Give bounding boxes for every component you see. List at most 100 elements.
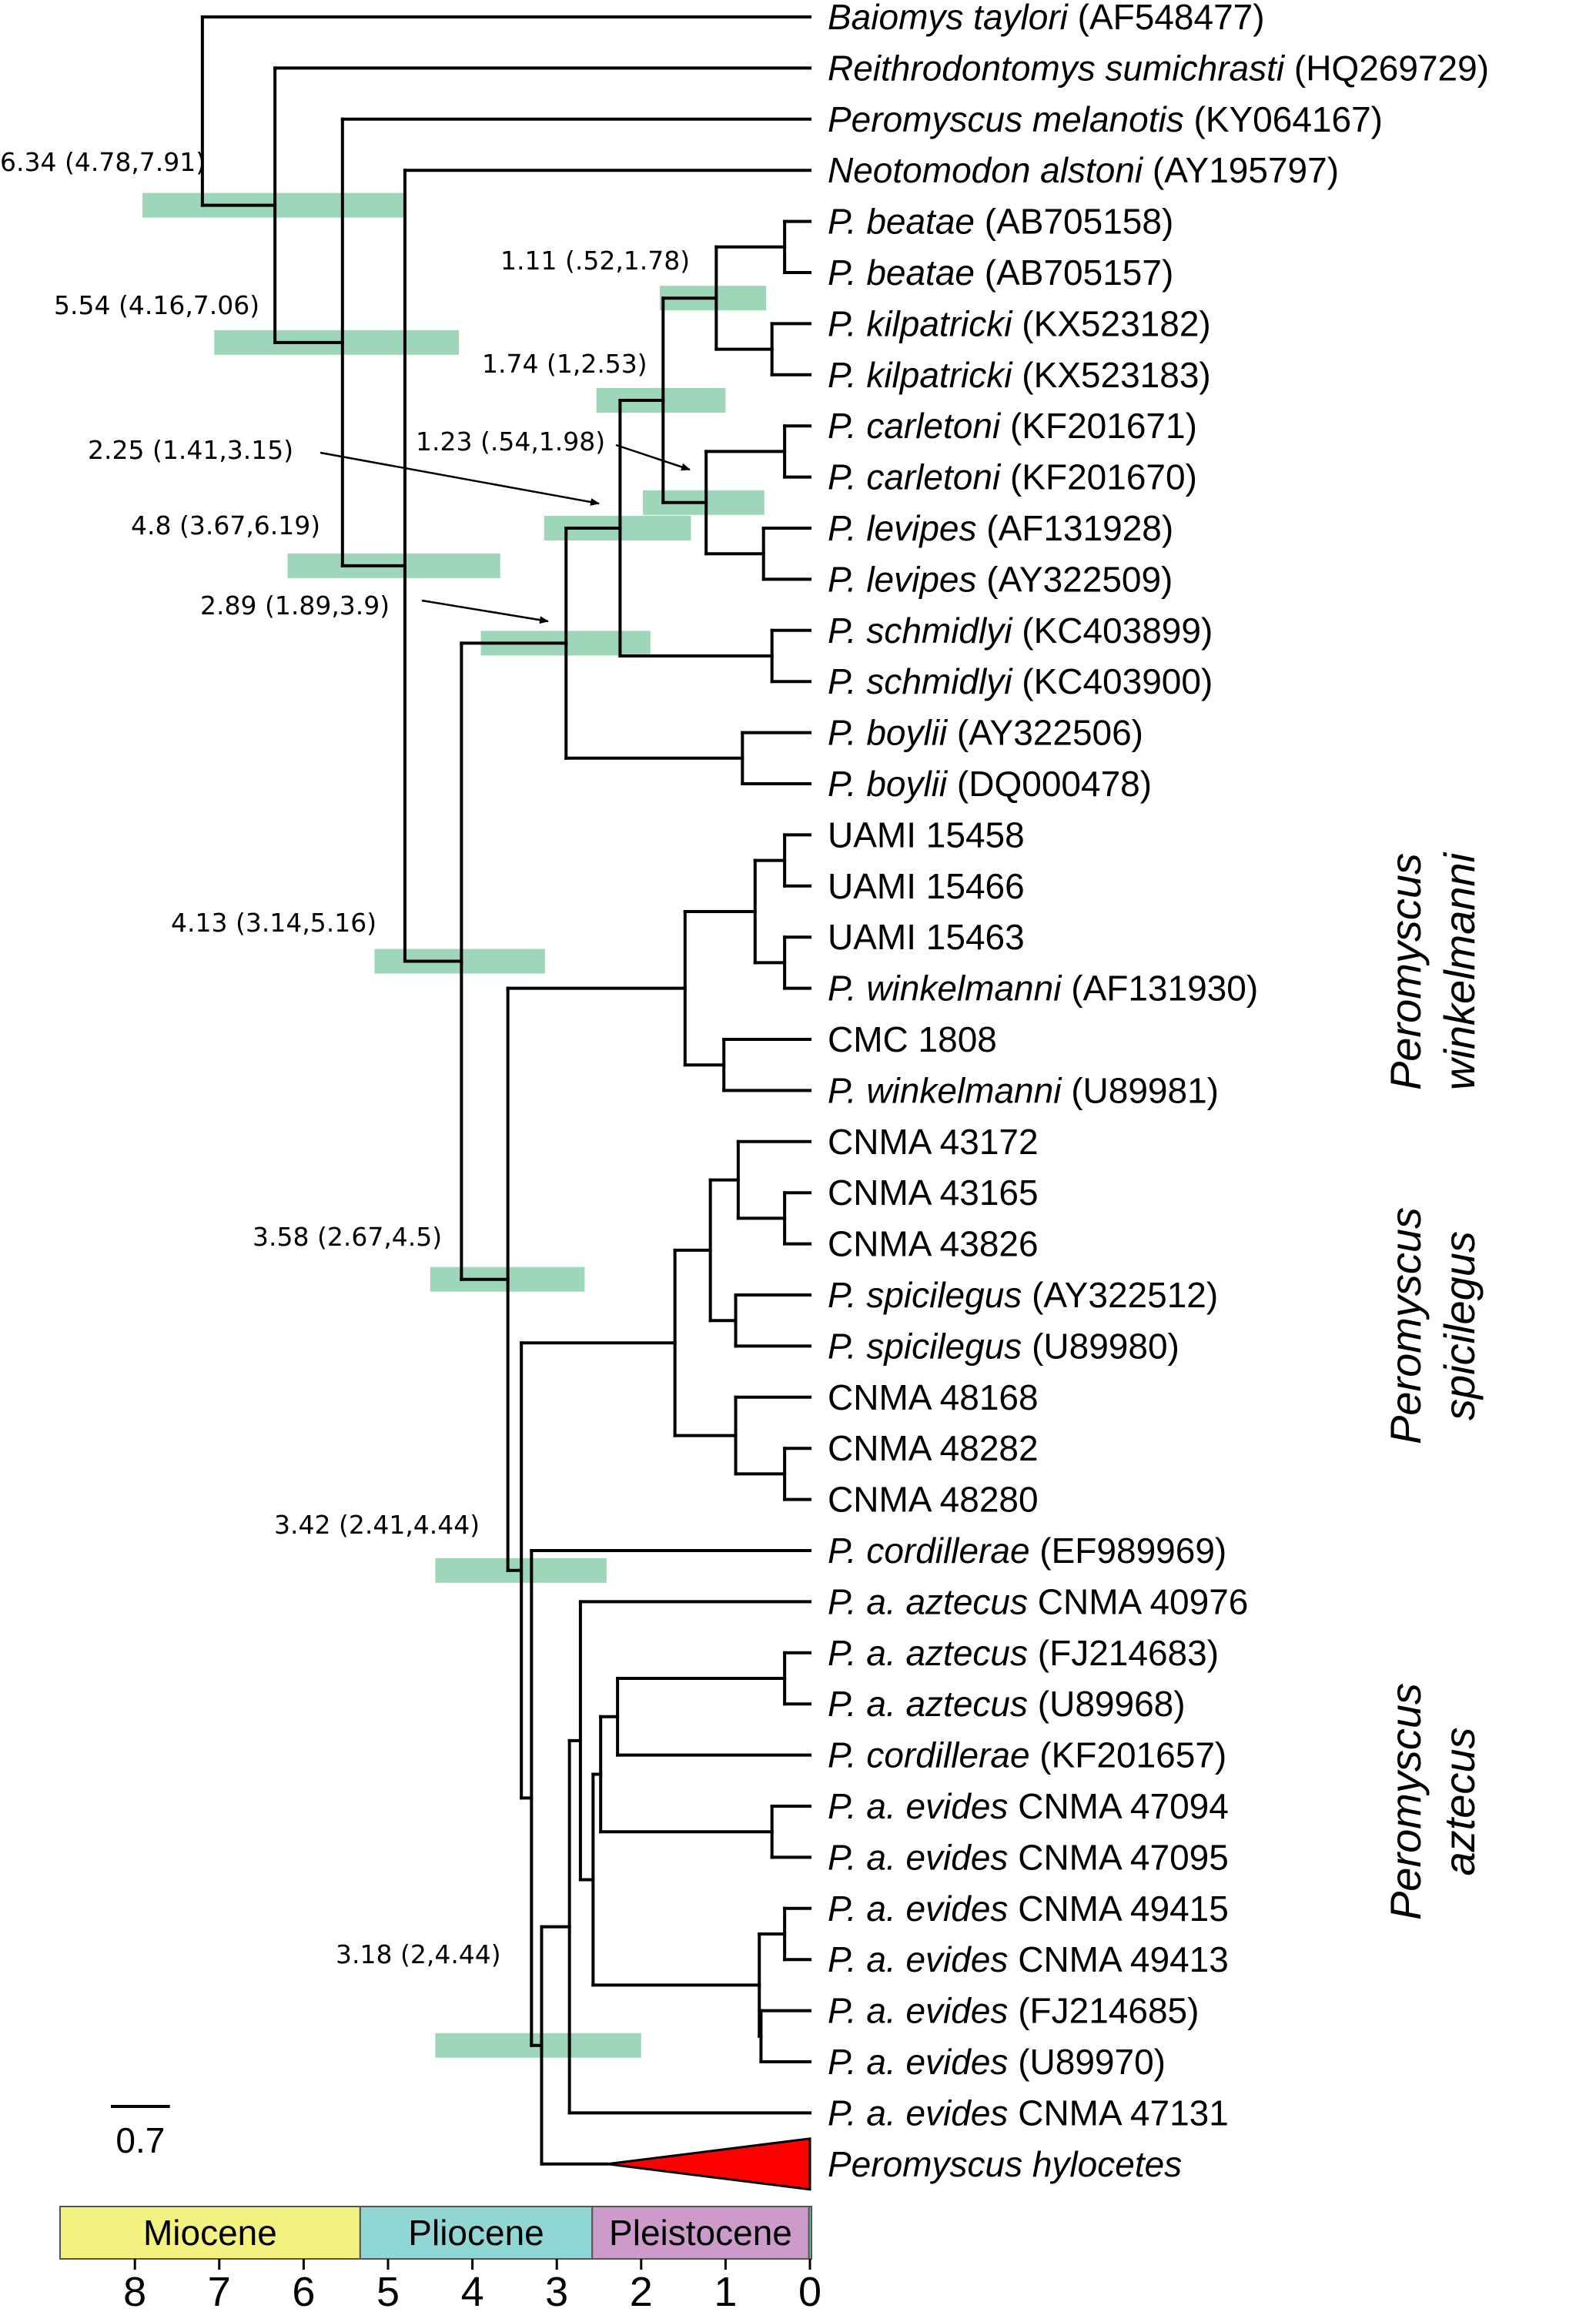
tip-label: P. schmidlyi (KC403900) <box>828 661 1213 701</box>
tip-label: UAMI 15458 <box>828 815 1025 855</box>
tip-taxon-name: P. boylii <box>828 764 949 804</box>
tip-label: P. carletoni (KF201670) <box>828 457 1197 497</box>
tip-accession: (FJ214683) <box>1028 1633 1219 1673</box>
tip-taxon-name: P. a. aztecus <box>828 1684 1028 1724</box>
tip-taxon-name: P. a. aztecus <box>828 1581 1028 1621</box>
epoch-label: Pleistocene <box>609 2213 792 2253</box>
tip-label: P. boylii (AY322506) <box>828 713 1143 753</box>
tip-label: Neotomodon alstoni (AY195797) <box>828 150 1339 190</box>
tip-taxon-name: P. a. evides <box>828 1991 1008 2031</box>
tip-accession: (KY064167) <box>1184 99 1383 139</box>
node-age-label: 4.8 (3.67,6.19) <box>131 510 320 540</box>
tip-accession: CNMA 48282 <box>828 1428 1039 1468</box>
tip-label: P. a. aztecus CNMA 40976 <box>828 1581 1248 1621</box>
tip-accession: (AF131928) <box>977 508 1174 548</box>
tip-taxon-name: Neotomodon alstoni <box>828 150 1144 190</box>
collapsed-clade-group <box>607 2137 811 2191</box>
tip-accession: (AF131930) <box>1061 969 1258 1009</box>
tip-accession: (KC403900) <box>1012 661 1213 701</box>
tip-accession: (AY322512) <box>1022 1275 1218 1315</box>
tip-label: P. beatae (AB705157) <box>828 253 1173 293</box>
time-axis-tick-label: 0 <box>798 2269 821 2312</box>
tip-label: P. schmidlyi (KC403899) <box>828 611 1213 651</box>
tip-accession: (EF989969) <box>1030 1531 1227 1571</box>
tip-taxon-name: P. schmidlyi <box>828 611 1013 651</box>
epoch-bar <box>591 2206 810 2260</box>
label-arrow <box>320 451 600 506</box>
tip-accession: (AY195797) <box>1143 150 1339 190</box>
tip-label: P. cordillerae (EF989969) <box>828 1531 1226 1571</box>
tip-label: CNMA 48282 <box>828 1428 1039 1468</box>
tip-label: P. a. evides (FJ214685) <box>828 1991 1199 2031</box>
tip-label: CMC 1808 <box>828 1019 997 1059</box>
node-age-label: 2.89 (1.89,3.9) <box>200 591 390 621</box>
tip-label: P. cordillerae (KF201657) <box>828 1735 1226 1775</box>
node-age-label: 1.11 (.52,1.78) <box>500 246 690 276</box>
tip-accession: CNMA 48168 <box>828 1377 1039 1417</box>
svg-text:Peromyscus: Peromyscus <box>1381 853 1430 1090</box>
epoch-label: Pliocene <box>408 2213 544 2253</box>
tip-accession: (FJ214685) <box>1008 1991 1199 2031</box>
tip-accession: CNMA 48280 <box>828 1480 1039 1520</box>
tip-accession: CNMA 47095 <box>1008 1837 1228 1877</box>
tip-accession: (KX523182) <box>1012 303 1210 343</box>
label-arrow <box>615 443 691 471</box>
time-axis-tick-label: 7 <box>208 2269 231 2312</box>
tip-taxon-name: P. boylii <box>828 713 949 753</box>
tip-taxon-name: P. a. evides <box>828 2042 1008 2082</box>
tip-label: P. boylii (DQ000478) <box>828 764 1152 804</box>
hpd-bars <box>142 192 767 2058</box>
tip-label: CNMA 43826 <box>828 1224 1039 1264</box>
tip-accession: (KX523183) <box>1012 355 1210 395</box>
tip-accession: (AY322506) <box>947 713 1143 753</box>
node-age-label: 6.34 (4.78,7.91) <box>0 147 206 177</box>
tip-label: UAMI 15463 <box>828 917 1025 957</box>
tip-accession: CNMA 43172 <box>828 1122 1039 1162</box>
tip-label: CNMA 48280 <box>828 1480 1039 1520</box>
tip-accession: (U89981) <box>1061 1070 1219 1110</box>
tip-accession: CNMA 47131 <box>1008 2093 1228 2133</box>
tip-taxon-name: Peromyscus hylocetes <box>828 2144 1182 2184</box>
epoch-label: Miocene <box>143 2213 277 2253</box>
tip-label: P. a. evides CNMA 49415 <box>828 1889 1229 1929</box>
tip-label: P. winkelmanni (U89981) <box>828 1070 1219 1110</box>
tip-taxon-name: P. winkelmanni <box>828 969 1062 1009</box>
scale-bar: 0.7 <box>111 2105 170 2160</box>
tip-accession: (HQ269729) <box>1284 48 1489 88</box>
time-axis-tick-label: 6 <box>292 2269 315 2312</box>
tip-label: UAMI 15466 <box>828 866 1025 906</box>
tip-label: P. a. evides (U89970) <box>828 2042 1166 2082</box>
scale-bar-label: 0.7 <box>115 2120 165 2160</box>
tip-taxon-name: P. a. evides <box>828 1889 1008 1929</box>
tip-taxon-name: P. a. aztecus <box>828 1633 1028 1673</box>
tip-label: P. spicilegus (AY322512) <box>828 1275 1218 1315</box>
tip-accession: CNMA 47094 <box>1008 1786 1228 1826</box>
tip-accession: UAMI 15466 <box>828 866 1025 906</box>
tip-accession: (AF548477) <box>1068 0 1265 37</box>
tip-taxon-name: P. a. evides <box>828 2093 1008 2133</box>
tip-taxon-name: P. spicilegus <box>828 1275 1022 1315</box>
time-axis-tick-label: 8 <box>123 2269 146 2312</box>
tip-label: P. a. evides CNMA 47095 <box>828 1837 1229 1877</box>
collapsed-clade-triangle <box>607 2137 811 2191</box>
tip-taxon-name: P. schmidlyi <box>828 661 1013 701</box>
tip-accession: (KF201657) <box>1030 1735 1227 1775</box>
tip-label: CNMA 48168 <box>828 1377 1039 1417</box>
tip-label: P. a. evides CNMA 47094 <box>828 1786 1229 1826</box>
tip-label: P. a. evides CNMA 49413 <box>828 1939 1229 1979</box>
node-age-label: 1.74 (1,2.53) <box>482 349 647 379</box>
tip-accession: (AB705158) <box>975 202 1173 242</box>
tip-taxon-name: Peromyscus melanotis <box>828 99 1184 139</box>
node-age-label: 1.23 (.54,1.98) <box>416 427 605 457</box>
tip-taxon-name: P. winkelmanni <box>828 1070 1062 1110</box>
tip-accession: CNMA 43165 <box>828 1173 1039 1213</box>
tip-taxon-name: P. cordillerae <box>828 1531 1030 1571</box>
svg-text:winkelmanni: winkelmanni <box>1435 852 1484 1090</box>
tip-accession: (KF201671) <box>1000 406 1197 446</box>
tip-label: P. winkelmanni (AF131930) <box>828 969 1258 1009</box>
tip-label: P. a. aztecus (U89968) <box>828 1684 1186 1724</box>
tip-taxon-name: P. spicilegus <box>828 1326 1022 1366</box>
tip-label: Peromyscus hylocetes <box>828 2144 1182 2184</box>
tip-label: CNMA 43165 <box>828 1173 1039 1213</box>
